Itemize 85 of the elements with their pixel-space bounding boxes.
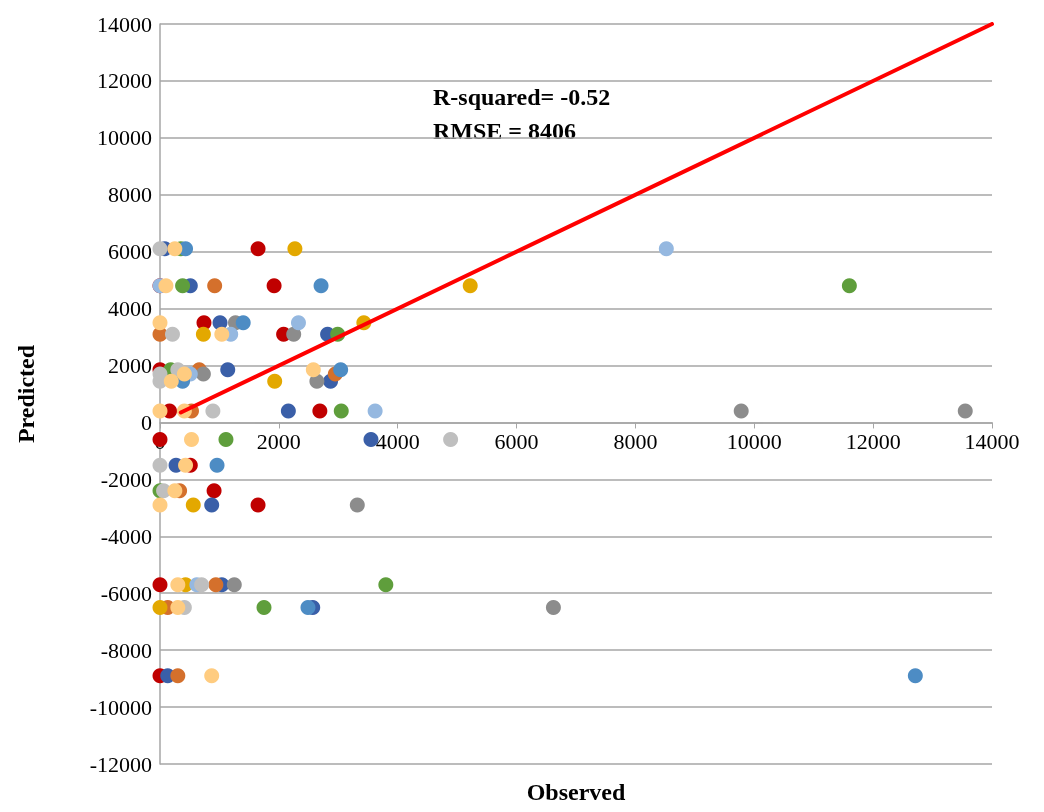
y-tick-label: -10000 (89, 694, 152, 720)
y-tick-label: 2000 (108, 353, 152, 379)
point (841, 278, 857, 294)
point (207, 278, 223, 294)
point (152, 403, 168, 419)
point (367, 403, 383, 419)
point (152, 599, 168, 615)
y-tick-label: -8000 (100, 637, 152, 663)
point (152, 457, 168, 473)
point (545, 599, 561, 615)
x-tick-label: 10000 (726, 428, 782, 454)
x-axis-title: Observed (526, 779, 626, 805)
y-tick-label: -4000 (100, 523, 152, 549)
y-tick-label: 10000 (97, 125, 152, 151)
point (204, 668, 220, 684)
point (250, 497, 266, 513)
point (349, 497, 365, 513)
point (209, 457, 225, 473)
y-tick-label: 12000 (97, 68, 152, 94)
point (152, 577, 168, 593)
point (184, 432, 199, 448)
point (206, 483, 222, 499)
x-tick-label: 6000 (494, 428, 539, 454)
point (658, 241, 674, 257)
point (462, 278, 478, 294)
point (333, 362, 349, 378)
point (195, 326, 211, 342)
point (170, 599, 186, 615)
point (208, 577, 224, 593)
point (205, 403, 221, 419)
point (195, 366, 211, 382)
point (250, 241, 266, 257)
point (313, 278, 329, 294)
point (152, 497, 168, 513)
x-tick-label: 8000 (613, 428, 658, 454)
point (280, 403, 296, 419)
point (300, 599, 316, 615)
point (287, 241, 303, 257)
y-tick-label: -12000 (89, 751, 152, 777)
point (226, 577, 242, 593)
annotation: R-squared= -0.52 RMSE = 8406 (433, 84, 611, 144)
point (167, 241, 183, 257)
point (733, 403, 749, 419)
point (214, 326, 230, 342)
point (290, 315, 306, 331)
point (235, 315, 251, 331)
point (167, 483, 183, 499)
y-tick-label: 0 (141, 409, 152, 435)
y-tick-label: 4000 (108, 296, 152, 322)
x-tick-label: 2000 (256, 428, 301, 454)
y-tick-label: -2000 (100, 466, 152, 492)
point (194, 577, 210, 593)
x-tick-label: 14000 (964, 428, 1020, 454)
point (178, 457, 194, 473)
point (170, 668, 186, 684)
x-tick-label: 4000 (375, 428, 420, 454)
y-axis-title: Predicted (13, 344, 39, 444)
point (957, 403, 973, 419)
point (204, 497, 220, 513)
point (256, 599, 272, 615)
point (218, 432, 234, 448)
point (220, 362, 236, 378)
point (152, 241, 168, 257)
point (165, 326, 180, 342)
y-tick-label: 6000 (108, 239, 152, 265)
point (266, 278, 282, 294)
point (163, 373, 179, 389)
point (333, 403, 349, 419)
point (267, 373, 283, 389)
point (305, 362, 321, 378)
point (158, 278, 174, 294)
point (175, 278, 191, 294)
point (185, 497, 201, 513)
point (443, 432, 459, 448)
point (152, 315, 168, 331)
x-tick-label: 12000 (845, 428, 901, 454)
y-tick-label: -6000 (100, 580, 152, 606)
point (378, 577, 394, 593)
y-tick-label: 8000 (108, 182, 152, 208)
y-tick-label: 14000 (97, 11, 152, 37)
point (176, 366, 192, 382)
point (286, 326, 302, 342)
point (907, 668, 923, 684)
point (170, 577, 186, 593)
point (312, 403, 328, 419)
